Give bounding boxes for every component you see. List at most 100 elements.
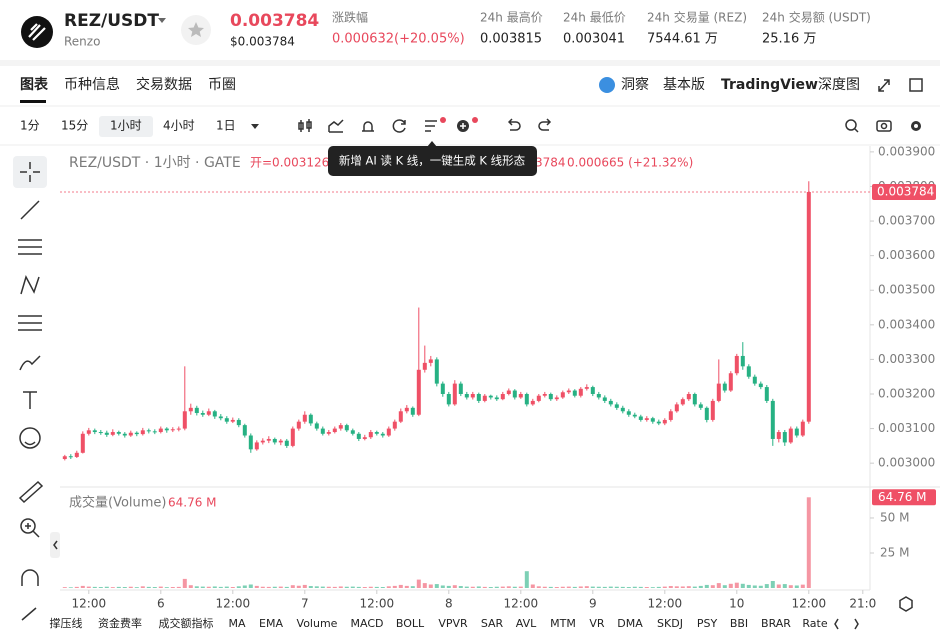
indicator[interactable]: Rate [802,617,827,630]
emoji-smile [24,441,36,446]
candle-body [116,432,121,434]
candle-body [452,383,457,405]
camera[interactable] [876,120,892,132]
interval-caret[interactable] [251,124,259,129]
interval-active-bg [99,116,153,137]
tradingview[interactable]: TradingView [721,77,818,93]
candle-body [122,433,127,436]
ruler-tool[interactable] [18,480,44,504]
indicator[interactable]: 成交额指标 [159,616,214,630]
candle-body [644,418,649,420]
channel-tool[interactable] [18,239,42,255]
indicator[interactable]: Volume [297,617,338,630]
redo[interactable] [538,118,552,131]
undo[interactable] [507,118,521,131]
candle-body [746,366,751,377]
indicator[interactable]: DMA [617,617,643,630]
volume-bar [632,586,637,588]
indicator[interactable]: BOLL [396,617,425,630]
line-tool[interactable] [20,200,40,220]
indicator[interactable]: VR [589,617,605,630]
ai-icon[interactable] [425,120,437,132]
candle-body [638,416,643,420]
depth[interactable]: 深度图 [818,77,860,93]
indicator[interactable]: MTM [550,617,576,630]
indicator[interactable]: VPVR [438,617,468,630]
candle-body [656,421,661,424]
insight[interactable]: 洞察 [621,76,649,93]
volume-bar [164,587,169,588]
candle-body [770,400,775,439]
candle-body [194,407,199,414]
crosshair-tool[interactable] [20,162,40,182]
candle-body [536,395,541,401]
search[interactable] [845,119,857,131]
candle-body [740,355,745,367]
indicator[interactable]: PSY [697,617,718,630]
brush-tool[interactable] [19,355,41,371]
candle-body [800,421,805,436]
zoom-tool[interactable] [20,518,36,534]
candle-body [308,414,313,424]
basic-view[interactable]: 基本版 [663,76,705,93]
candle-body [260,440,265,443]
indicator[interactable]: AVL [516,617,537,630]
indicator-icon[interactable] [328,119,344,133]
volume-bar [758,585,763,588]
candle-body [626,411,631,415]
indicator[interactable]: BRAR [761,617,791,630]
interval[interactable]: 15分 [61,119,88,133]
collapse-tab[interactable] [50,532,60,558]
indicator[interactable]: SAR [481,617,504,630]
y-tick-label: 0.003600 [878,248,935,262]
window[interactable] [909,78,923,92]
symbol-caret[interactable] [158,18,166,23]
indicator[interactable]: 资金费率 [98,616,142,630]
alert-icon[interactable] [362,121,374,132]
tab[interactable]: 币圈 [208,77,236,93]
pencil-tool[interactable] [21,607,37,621]
candle-icon[interactable] [298,119,312,132]
volume-bar [278,586,283,588]
replay-icon[interactable] [392,119,406,133]
indicator[interactable]: BBI [730,617,748,630]
indicator[interactable]: 撑压线 [50,616,83,630]
volume-bar [572,586,577,588]
candle-body [458,383,463,394]
interval[interactable]: 1小时 [110,119,142,133]
fullscreen[interactable] [878,79,890,92]
volume-bar [776,584,781,588]
tab[interactable]: 交易数据 [136,76,192,93]
volume-bar [284,586,289,588]
interval[interactable]: 1分 [20,119,40,133]
volume-bar [326,586,331,588]
candle-body [434,359,439,384]
indicator[interactable]: MACD [351,617,384,630]
magnet-tool[interactable] [21,569,39,586]
indicator[interactable]: SKDJ [657,617,683,630]
chart-settings[interactable] [899,596,913,612]
indicator[interactable]: EMA [259,617,283,630]
tooltip [328,146,537,176]
indicator[interactable]: MA [228,617,245,630]
tab[interactable]: 币种信息 [64,76,120,93]
candle-body [668,411,673,420]
fib-tool[interactable] [18,315,42,331]
pattern-tool[interactable] [20,275,40,295]
interval[interactable]: 4小时 [163,119,195,133]
scroll-arrows[interactable] [834,618,859,630]
candle-body [224,418,229,422]
text-tool[interactable] [23,391,37,409]
interval[interactable]: 1日 [216,119,236,133]
emoji-tool[interactable] [19,427,41,449]
collapse-arrow [53,540,58,550]
tab[interactable]: 图表 [20,76,49,93]
candle-body [722,383,727,391]
x-tick-label: 12:00 [360,597,395,611]
volume-bar [614,586,619,588]
candle-body [68,456,73,458]
candle-body [302,414,307,422]
zoom-handle [25,523,40,538]
symbol[interactable]: REZ/USDT [64,11,159,31]
